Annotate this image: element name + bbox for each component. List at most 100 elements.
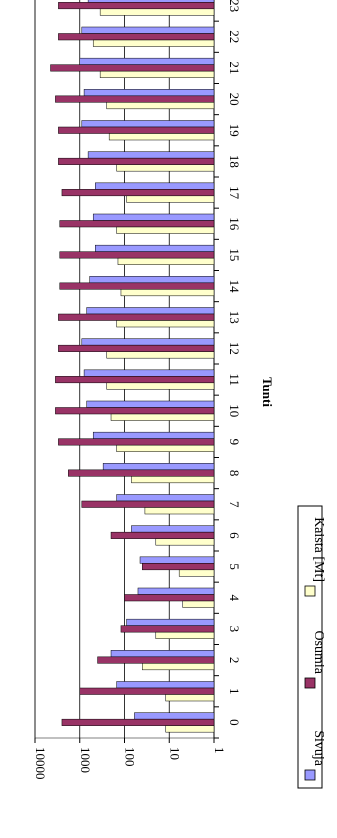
bar-kaista-mt-21 xyxy=(99,70,215,78)
category-label: 15 xyxy=(227,248,242,261)
bar-osumia-4 xyxy=(124,594,215,602)
category-label: 7 xyxy=(227,501,242,508)
legend-label: Kaista [Mt] xyxy=(311,517,326,582)
category-label: 3 xyxy=(227,626,242,633)
bar-sivuja-13 xyxy=(86,307,215,315)
value-tick-label: 10000 xyxy=(33,747,48,780)
bar-kaista-mt-19 xyxy=(108,133,215,141)
bar-kaista-mt-11 xyxy=(106,382,215,390)
bar-sivuja-4 xyxy=(137,587,215,595)
category-label: 10 xyxy=(227,404,242,417)
bar-sivuja-12 xyxy=(81,338,215,346)
category-label: 4 xyxy=(227,595,242,602)
legend: Sivuja Osumia Kaista [Mt] xyxy=(297,505,326,789)
bar-kaista-mt-10 xyxy=(110,413,215,421)
bar-osumia-14 xyxy=(59,282,215,290)
bar-kaista-mt-4 xyxy=(182,600,215,608)
bar-sivuja-0 xyxy=(134,712,215,720)
category-label: 12 xyxy=(227,342,242,355)
bar-osumia-1 xyxy=(79,687,215,695)
legend-label: Sivuja xyxy=(311,730,326,767)
bar-sivuja-9 xyxy=(92,431,215,439)
category-label: 11 xyxy=(227,373,242,386)
category-label: 0 xyxy=(227,719,242,726)
bar-osumia-13 xyxy=(58,313,215,321)
bar-osumia-12 xyxy=(58,344,215,352)
bar-osumia-0 xyxy=(61,718,215,726)
bar-sivuja-23 xyxy=(87,0,215,3)
bar-osumia-21 xyxy=(50,64,215,72)
category-label: 6 xyxy=(227,532,242,539)
bar-sivuja-6 xyxy=(131,525,215,533)
legend-swatch xyxy=(304,585,316,597)
category-label: 5 xyxy=(227,563,242,570)
category-label: 8 xyxy=(227,470,242,477)
bar-osumia-11 xyxy=(55,376,215,384)
bar-osumia-7 xyxy=(81,500,215,508)
category-label: 17 xyxy=(227,186,242,200)
category-label: 14 xyxy=(227,280,242,294)
category-label: 1 xyxy=(227,688,242,695)
bar-kaista-mt-23 xyxy=(99,8,215,16)
bar-osumia-23 xyxy=(58,2,215,10)
category-label: 22 xyxy=(227,30,242,43)
bar-sivuja-3 xyxy=(126,618,215,626)
bar-osumia-16 xyxy=(59,220,215,228)
bar-kaista-mt-1 xyxy=(165,694,215,702)
bar-kaista-mt-3 xyxy=(155,631,215,639)
bar-osumia-2 xyxy=(97,656,215,664)
bars xyxy=(50,0,215,733)
bar-kaista-mt-2 xyxy=(142,663,215,671)
bar-kaista-mt-13 xyxy=(116,320,215,328)
category-label: 2 xyxy=(227,657,242,664)
bar-sivuja-15 xyxy=(95,244,215,252)
bar-kaista-mt-8 xyxy=(131,476,215,484)
bar-osumia-20 xyxy=(55,95,215,103)
x-axis-title: Tunti xyxy=(260,377,275,407)
category-label: 19 xyxy=(227,124,242,137)
bar-kaista-mt-6 xyxy=(155,538,215,546)
bar-kaista-mt-14 xyxy=(120,289,215,297)
category-label: 20 xyxy=(227,93,242,106)
bar-osumia-15 xyxy=(59,251,215,259)
category-label: 21 xyxy=(227,61,242,74)
value-tick-label: 1 xyxy=(212,747,227,754)
category-label: 9 xyxy=(227,439,242,446)
bar-sivuja-18 xyxy=(87,151,215,159)
bar-kaista-mt-17 xyxy=(126,195,215,203)
legend-swatch xyxy=(304,769,316,781)
bar-sivuja-1 xyxy=(116,681,215,689)
bar-kaista-mt-9 xyxy=(116,444,215,452)
bar-sivuja-16 xyxy=(92,213,215,221)
bar-kaista-mt-18 xyxy=(116,164,215,172)
bar-sivuja-22 xyxy=(81,26,215,34)
legend-label: Osumia xyxy=(311,630,326,674)
tick-labels: 1101001000100000123456789101112131415161… xyxy=(33,0,242,780)
bar-osumia-3 xyxy=(120,625,215,633)
bar-kaista-mt-5 xyxy=(178,569,215,577)
bar-osumia-6 xyxy=(110,531,215,539)
value-tick-label: 1000 xyxy=(78,747,93,773)
bar-kaista-mt-12 xyxy=(106,351,215,359)
bar-kaista-mt-0 xyxy=(165,725,215,733)
bar-osumia-9 xyxy=(58,438,215,446)
category-label: 13 xyxy=(227,311,242,324)
value-tick-label: 100 xyxy=(123,747,138,767)
bar-sivuja-10 xyxy=(86,400,215,408)
bar-sivuja-2 xyxy=(110,650,215,658)
bar-kaista-mt-7 xyxy=(144,507,215,515)
bar-kaista-mt-15 xyxy=(117,257,215,265)
bar-sivuja-20 xyxy=(83,89,215,97)
category-label: 23 xyxy=(227,0,242,12)
bar-sivuja-19 xyxy=(81,120,215,128)
bar-osumia-5 xyxy=(142,563,215,571)
bar-kaista-mt-20 xyxy=(106,102,215,110)
bar-sivuja-5 xyxy=(139,556,215,564)
bar-kaista-mt-16 xyxy=(116,226,215,234)
legend-swatch xyxy=(304,677,316,689)
legend-box xyxy=(297,505,323,789)
category-label: 18 xyxy=(227,155,242,168)
bar-osumia-19 xyxy=(58,126,215,134)
bar-osumia-18 xyxy=(58,157,215,165)
